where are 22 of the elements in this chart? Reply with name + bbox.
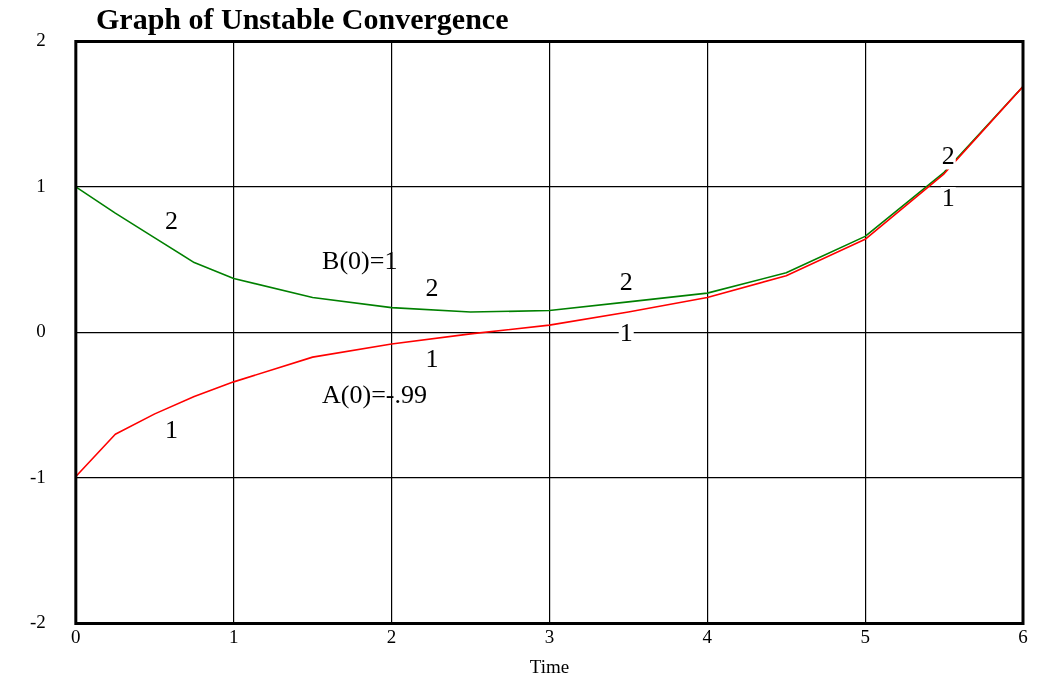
x-tick-label: 3 [544,625,555,647]
y-tick-label: 1 [36,174,46,196]
text: 2 [619,267,633,297]
text: 2 [425,273,439,303]
x-tick-label: 2 [386,625,397,647]
text: 1 [619,317,633,347]
x-tick-label: 0 [71,625,81,647]
x-tick-label: 4 [702,625,713,647]
series-label: 1 [425,344,439,373]
chart-title: Graph of Unstable Convergence [96,2,509,36]
y-tick-label: -1 [30,465,46,487]
x-tick-label: 5 [860,625,870,647]
x-tick-label: 1 [228,625,239,647]
text: 1 [165,414,179,444]
text: 1 [941,182,955,212]
text: 2 [165,205,179,235]
y-tick-label: 2 [36,29,46,51]
series-label: 2 [941,141,955,171]
y-tick-label: -2 [30,611,46,633]
y-tick-label: 0 [36,320,46,342]
x-tick-label: 6 [1018,625,1028,647]
x-axis-title: Time [529,655,570,677]
